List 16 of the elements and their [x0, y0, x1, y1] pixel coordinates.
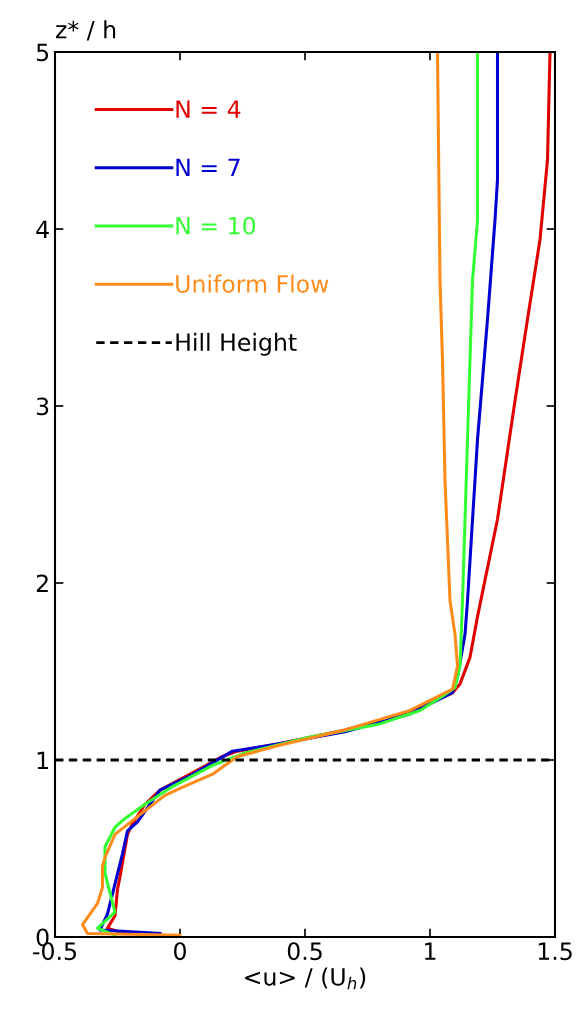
y-tick-label: 5 — [36, 43, 49, 62]
y-tick-label: 2 — [36, 574, 48, 592]
legend-label: Hill Height — [176, 332, 297, 356]
y-tick-label: 1 — [37, 751, 48, 769]
x-tick-label: 0 — [174, 942, 186, 961]
y-tick-label: 4 — [36, 220, 49, 238]
legend-label: N = 7 — [176, 158, 240, 177]
x-tick-label: 1.5 — [538, 942, 572, 961]
x-axis-title: <u> / (U$_{h}$) — [245, 967, 366, 990]
legend-label: N = 10 — [176, 216, 256, 235]
x-tick-label: 0.5 — [287, 942, 322, 961]
y-tick-label: 3 — [36, 397, 49, 416]
legend-label: N = 4 — [176, 100, 241, 118]
x-tick-label: 1 — [425, 942, 436, 960]
y-axis-title: z* / h — [56, 20, 116, 41]
legend-label: Uniform Flow — [176, 274, 329, 293]
